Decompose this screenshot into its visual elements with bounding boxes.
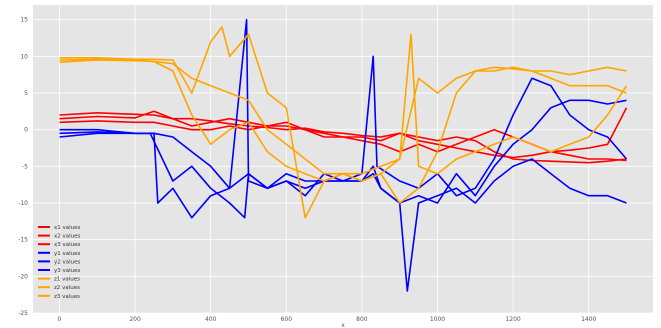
legend-label: x1 values [54, 225, 81, 231]
x-tick-label: 800 [356, 316, 368, 323]
x-tick-label: 0 [58, 316, 62, 323]
x-tick-label: 400 [205, 316, 217, 323]
y-tick-label: 5 [24, 90, 28, 97]
gridlines [33, 5, 653, 314]
plot-background [33, 5, 653, 313]
legend-label: y2 values [54, 259, 81, 265]
x-tick-label: 200 [129, 316, 141, 323]
legend-label: z1 values [54, 277, 80, 283]
legend-label: y1 values [54, 251, 81, 257]
x-tick-label: 600 [281, 316, 293, 323]
y-tick-label: -10 [18, 200, 28, 207]
y-tick-label: 0 [24, 127, 28, 134]
legend-label: x3 values [54, 242, 81, 248]
x-tick-label: 1400 [581, 316, 596, 323]
tick-labels: 0 200 400 600 800 1000 1200 1400 15 10 5 0 -5 -10 -15 -… [18, 17, 596, 323]
x-tick-label: 1000 [430, 316, 445, 323]
y-tick-label: -20 [18, 273, 28, 280]
legend-label: z2 values [54, 285, 80, 291]
series-line-y1-values [59, 131, 627, 292]
series-line-z3-values [59, 59, 627, 182]
legend-label: y3 values [54, 268, 81, 274]
legend-label: z3 values [54, 294, 80, 300]
y-tick-label: 10 [20, 53, 28, 60]
series-line-x1-values [59, 112, 627, 164]
legend: x1 values x2 values x3 values y1 values y2 v… [38, 225, 81, 300]
y-tick-label: -5 [22, 163, 28, 170]
series-line-x2-values [59, 107, 628, 159]
legend-label: x2 values [54, 234, 81, 240]
y-tick-label: 15 [20, 17, 28, 24]
x-axis-title: x [341, 322, 345, 328]
x-tick-label: 1200 [505, 316, 520, 323]
y-tick-label: -15 [18, 237, 28, 244]
y-tick-label: -25 [18, 310, 28, 317]
series-line-z1-values [59, 33, 628, 182]
series-lines [59, 18, 628, 292]
